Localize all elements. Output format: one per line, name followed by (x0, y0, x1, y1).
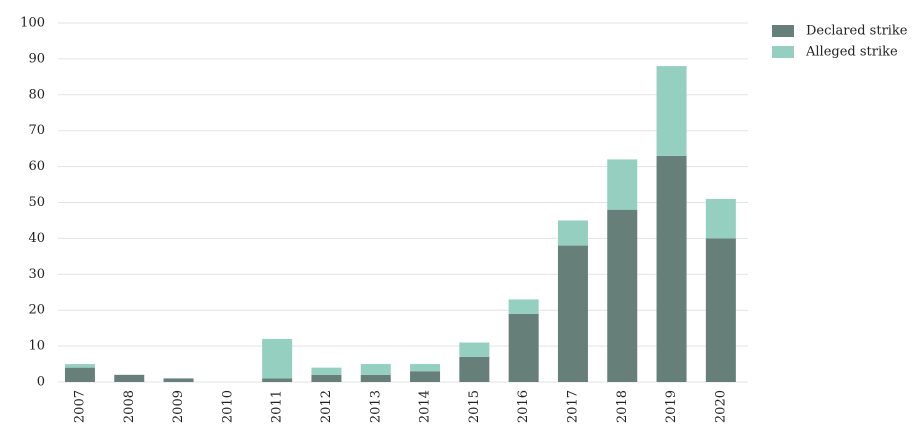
bar-segment (410, 371, 441, 382)
y-tick-label: 100 (20, 16, 45, 31)
bar-segment (262, 338, 293, 379)
x-tick-label: 2009 (171, 390, 186, 423)
bar-segment (311, 367, 342, 375)
x-tick-label: 2011 (270, 390, 285, 423)
x-tick-label: 2008 (122, 390, 137, 423)
x-tick-label: 2018 (615, 390, 630, 423)
bar-segment (607, 159, 638, 210)
x-tick-label: 2014 (418, 390, 433, 423)
y-tick-label: 0 (37, 375, 45, 390)
legend-swatch (772, 46, 794, 58)
y-tick-label: 70 (28, 123, 45, 138)
bar-segment (64, 364, 95, 368)
bar-segment (64, 367, 95, 382)
bar-segment (508, 313, 539, 382)
bar-segment (705, 198, 736, 239)
bar-segment (410, 364, 441, 372)
bar-segment (163, 378, 194, 382)
y-tick-label: 60 (28, 159, 45, 174)
bar-segment (311, 374, 342, 382)
bar-segment (459, 356, 490, 382)
x-tick-label: 2015 (467, 390, 482, 423)
y-tick-label: 80 (28, 87, 45, 102)
bar-segment (557, 245, 588, 382)
y-tick-label: 50 (28, 195, 45, 210)
bar-segment (262, 378, 293, 382)
legend-swatch (772, 25, 794, 37)
legend-label: Declared strike (806, 24, 908, 39)
bar-segment (656, 66, 687, 156)
x-tick-label: 2016 (516, 390, 531, 423)
x-tick-label: 2020 (713, 390, 728, 423)
y-tick-label: 20 (28, 303, 45, 318)
bar-segment (114, 374, 145, 382)
y-tick-label: 90 (28, 51, 45, 66)
bar-segment (508, 299, 539, 314)
x-tick-label: 2017 (565, 390, 580, 423)
y-tick-label: 10 (28, 339, 45, 354)
x-tick-label: 2007 (72, 390, 87, 423)
x-tick-label: 2012 (319, 390, 334, 423)
bar-segment (705, 238, 736, 382)
x-tick-label: 2010 (220, 390, 235, 423)
bar-segment (360, 374, 391, 382)
bar-segment (607, 209, 638, 382)
bar-segment (360, 364, 391, 375)
y-tick-label: 40 (28, 231, 45, 246)
bar-segment (459, 342, 490, 357)
legend-label: Alleged strike (805, 45, 898, 60)
bar-segment (656, 155, 687, 382)
bar-segment (557, 220, 588, 246)
x-tick-label: 2013 (368, 390, 383, 423)
y-tick-label: 30 (28, 267, 45, 282)
x-tick-label: 2019 (664, 390, 679, 423)
